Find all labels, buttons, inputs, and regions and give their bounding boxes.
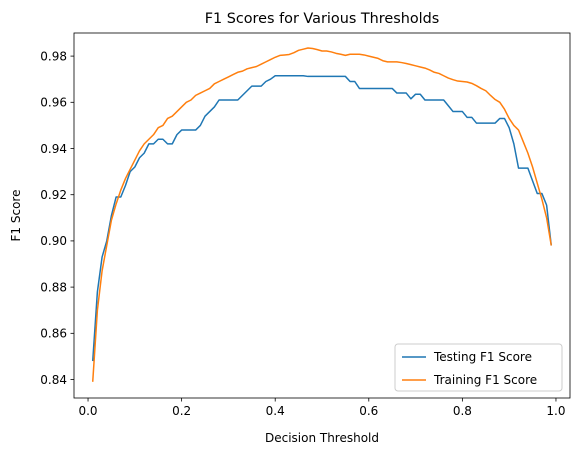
y-tick-label: 0.90 (40, 234, 67, 248)
x-tick-label: 0.0 (78, 404, 97, 418)
y-tick-label: 0.88 (40, 280, 67, 294)
x-tick-label: 1.0 (546, 404, 565, 418)
legend: Testing F1 Score Training F1 Score (395, 344, 562, 391)
y-axis-ticks: 0.84 0.86 0.88 0.90 0.92 0.94 0.96 0.98 (40, 49, 74, 386)
y-tick-label: 0.86 (40, 327, 67, 341)
legend-label-training: Training F1 Score (433, 373, 537, 387)
chart-title: F1 Scores for Various Thresholds (205, 11, 440, 27)
legend-label-testing: Testing F1 Score (433, 350, 532, 364)
plot-area (74, 33, 570, 398)
y-tick-label: 0.94 (40, 142, 67, 156)
y-axis-title: F1 Score (9, 190, 23, 242)
x-axis-title: Decision Threshold (265, 431, 379, 445)
x-tick-label: 0.2 (172, 404, 191, 418)
x-tick-label: 0.8 (453, 404, 472, 418)
x-tick-label: 0.6 (359, 404, 378, 418)
x-axis-ticks: 0.0 0.2 0.4 0.6 0.8 1.0 (78, 398, 565, 418)
y-tick-label: 0.98 (40, 49, 67, 63)
x-tick-label: 0.4 (266, 404, 285, 418)
y-tick-label: 0.92 (40, 188, 67, 202)
y-tick-label: 0.96 (40, 96, 67, 110)
y-tick-label: 0.84 (40, 373, 67, 387)
